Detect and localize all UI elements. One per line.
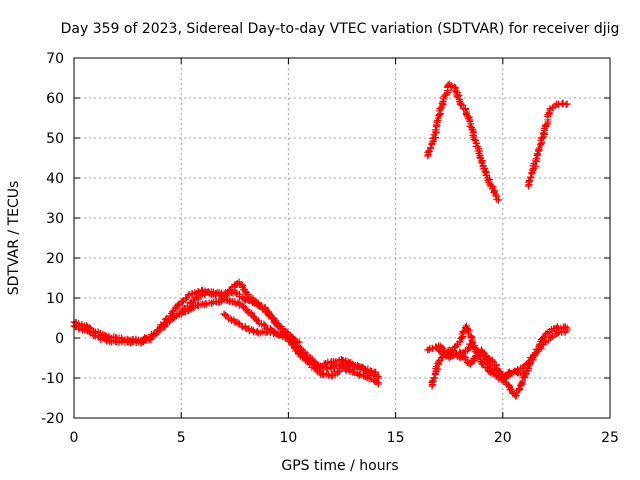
data-trail [469, 128, 486, 165]
data-point [370, 372, 378, 380]
data-trail [157, 317, 173, 332]
data-trail [243, 295, 258, 307]
series-arc-i [434, 346, 528, 380]
x-tick-label: 15 [387, 430, 405, 446]
data-trail [478, 347, 494, 372]
data-points [70, 80, 571, 400]
data-trail [221, 311, 238, 325]
data-trail [490, 189, 501, 203]
data-trail [264, 308, 280, 328]
data-trail [242, 306, 259, 322]
y-axis-label: SDTVAR / TECUs [6, 181, 22, 296]
data-point [434, 358, 442, 366]
data-trail [275, 330, 292, 341]
data-point [242, 324, 250, 332]
data-trail [535, 123, 550, 154]
x-tick-label: 5 [177, 430, 186, 446]
y-tick-label: 0 [55, 331, 64, 347]
data-trail [559, 99, 570, 108]
data-trail [430, 116, 442, 142]
data-trail [543, 325, 559, 337]
y-tick-label: 20 [46, 251, 64, 267]
data-trail [318, 370, 333, 379]
y-tick-label: 30 [46, 211, 64, 227]
y-tick-label: 70 [46, 51, 64, 67]
y-tick-label: 60 [46, 91, 64, 107]
data-trail [529, 147, 542, 172]
x-tick-label: 10 [279, 430, 297, 446]
data-trail [436, 347, 452, 361]
y-tick-label: 10 [46, 291, 64, 307]
data-trail [439, 81, 452, 105]
data-trail [554, 99, 566, 109]
plot-frame [73, 57, 611, 419]
data-trail [296, 352, 312, 365]
data-trail [147, 328, 162, 343]
data-trail [371, 377, 382, 386]
data-trail [554, 323, 569, 333]
data-trail [506, 383, 519, 398]
data-trail [546, 102, 559, 112]
chart-title: Day 359 of 2023, Sidereal Day-to-day VTE… [61, 21, 620, 37]
y-tick-label: -10 [41, 371, 64, 387]
data-trail [478, 159, 491, 179]
data-trail [236, 280, 249, 294]
data-trail [167, 300, 183, 318]
data-trail [447, 81, 459, 91]
data-point [295, 338, 303, 346]
data-point [495, 196, 503, 204]
x-tick-label: 20 [494, 430, 512, 446]
x-tick-label: 25 [601, 430, 619, 446]
y-tick-label: 50 [46, 131, 64, 147]
data-point [374, 380, 382, 388]
data-trail [554, 328, 569, 337]
data-point [520, 370, 528, 378]
data-trail [340, 364, 354, 375]
data-point [563, 100, 571, 108]
data-point [477, 158, 485, 166]
series-arc-f [524, 99, 571, 190]
data-trail [200, 299, 216, 309]
data-trail [463, 324, 476, 344]
series-arc-e [424, 80, 503, 204]
data-point [252, 298, 260, 306]
x-tick-label: 0 [70, 430, 79, 446]
series-arc-d [220, 310, 303, 346]
data-trail [339, 356, 355, 367]
data-point [563, 326, 571, 334]
data-trail [349, 368, 365, 379]
x-axis-label: GPS time / hours [281, 458, 398, 474]
data-trail [542, 109, 554, 129]
y-tick-label: 40 [46, 171, 64, 187]
data-trail [424, 134, 437, 159]
data-trail [232, 299, 248, 311]
data-trail [253, 317, 269, 330]
data-trail [501, 368, 516, 380]
data-trail [125, 337, 140, 347]
axis-ticks: 0 5 10 15 20 25 -20 -10 0 10 20 30 40 50 60 70 [41, 51, 619, 446]
data-trail [309, 359, 322, 369]
data-trail [512, 374, 529, 400]
data-trail [512, 367, 527, 377]
y-tick-label: -20 [41, 411, 64, 427]
data-trail [190, 291, 205, 304]
data-trail [456, 100, 469, 113]
data-trail [254, 299, 269, 312]
data-trail [94, 332, 109, 343]
data-trail [490, 367, 505, 378]
data-trail [212, 295, 226, 306]
data-trail [425, 343, 440, 354]
data-trail [462, 109, 476, 134]
